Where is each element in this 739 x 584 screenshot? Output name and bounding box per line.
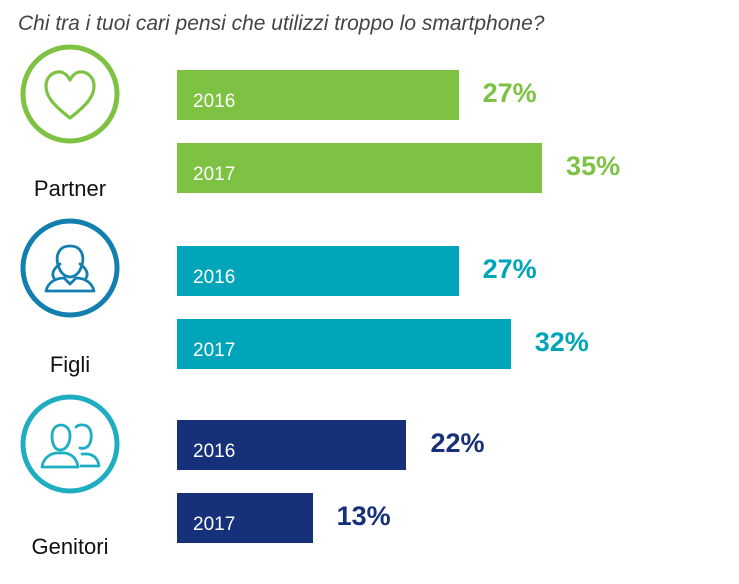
value-label-genitori-2017: 13% bbox=[336, 501, 391, 531]
value-label-partner-2016: 27% bbox=[482, 78, 537, 108]
bar-year-label: 2016 bbox=[193, 91, 236, 112]
bar-figli-2017: 2017 bbox=[177, 319, 511, 369]
bar-partner-2017: 2017 bbox=[177, 143, 543, 193]
bar-partner-2016: 2016 bbox=[177, 70, 459, 120]
chart-title: Chi tra i tuoi cari pensi che utilizzi t… bbox=[18, 12, 545, 35]
value-label-partner-2017: 35% bbox=[566, 151, 621, 181]
parents-icon bbox=[20, 394, 120, 494]
bar-genitori-2017: 2017 bbox=[177, 493, 313, 543]
bar-year-label: 2017 bbox=[193, 340, 236, 361]
bar-year-label: 2017 bbox=[193, 164, 236, 185]
bar-genitori-2016: 2016 bbox=[177, 420, 407, 470]
bar-year-label: 2016 bbox=[193, 267, 236, 288]
value-label-figli-2016: 27% bbox=[482, 254, 537, 284]
bar-figli-2016: 2016 bbox=[177, 246, 459, 296]
child-icon bbox=[20, 218, 120, 318]
heart-icon bbox=[20, 44, 120, 144]
value-label-genitori-2016: 22% bbox=[430, 428, 485, 458]
bar-year-label: 2016 bbox=[193, 441, 236, 462]
category-label-genitori: Genitori bbox=[31, 534, 109, 559]
category-label-figli: Figli bbox=[49, 352, 91, 377]
category-label-partner: Partner bbox=[33, 176, 107, 201]
value-label-figli-2017: 32% bbox=[534, 327, 589, 357]
bar-year-label: 2017 bbox=[193, 514, 236, 535]
